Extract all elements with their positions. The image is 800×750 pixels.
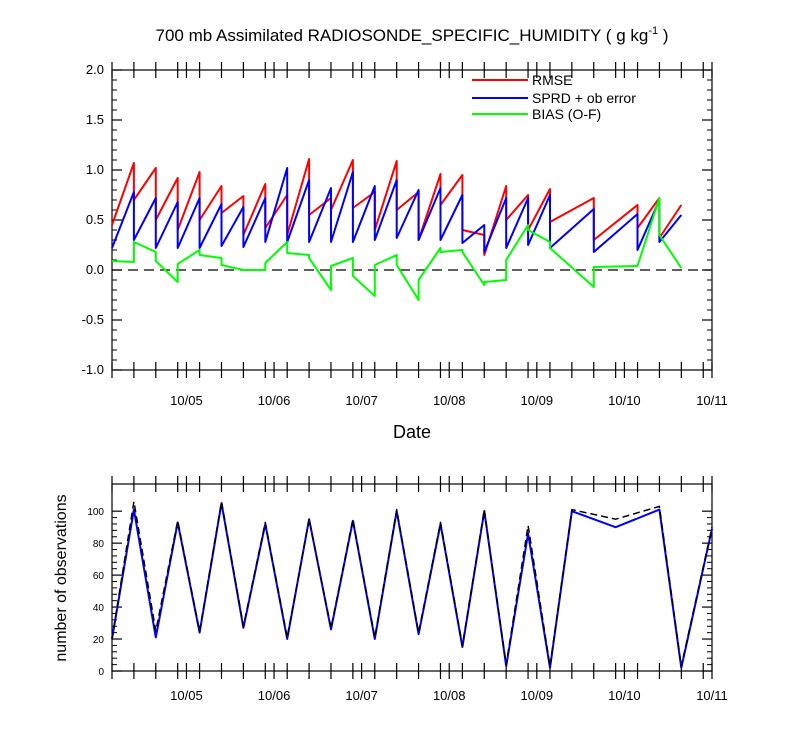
x-tick-label: 10/10 [608, 393, 641, 408]
x-tick-label: 10/05 [170, 393, 203, 408]
bottom-x-axis: 10/05 10/06 10/07 10/08 10/09 10/10 10/11 [111, 476, 728, 703]
y-tick-label: 100 [87, 507, 104, 518]
y-tick-label: -0.5 [82, 312, 104, 327]
y-tick-label: 80 [93, 539, 105, 550]
top-panel: 700 mb Assimilated RADIOSONDE_SPECIFIC_H… [82, 25, 728, 442]
y-tick-label: 0 [98, 667, 104, 678]
x-tick-label: 10/11 [696, 393, 728, 408]
series-line-possible-observations [111, 500, 713, 667]
bottom-series [111, 500, 713, 669]
legend: RMSE SPRD + ob error BIAS (O-F) [472, 72, 636, 122]
top-y-axis: -1.0 -0.5 0.0 0.5 1.0 1.5 2.0 [82, 62, 712, 377]
top-title: 700 mb Assimilated RADIOSONDE_SPECIFIC_H… [156, 25, 669, 45]
top-series [111, 158, 683, 301]
x-tick-label: 10/06 [258, 393, 291, 408]
x-tick-label: 10/07 [345, 393, 378, 408]
y-tick-label: 60 [93, 571, 105, 582]
top-plot-frame [111, 69, 713, 371]
x-tick-label: 10/10 [608, 688, 641, 703]
legend-label-sprd: SPRD + ob error [532, 90, 636, 106]
bottom-y-axis: 0 20 40 60 80 100 [87, 507, 712, 678]
x-tick-label: 10/08 [433, 393, 466, 408]
legend-label-bias: BIAS (O-F) [532, 106, 601, 122]
y-tick-label: 1.0 [86, 162, 104, 177]
series-line-sprd-ob-error [111, 167, 683, 253]
x-tick-label: 10/09 [521, 393, 554, 408]
y-tick-label: 0.5 [86, 212, 104, 227]
y-tick-label: 20 [93, 635, 105, 646]
y-tick-label: 0.0 [86, 262, 104, 277]
bottom-plot-frame [111, 483, 713, 672]
series-line-bias-o-f- [111, 197, 683, 301]
top-x-axis: 10/05 10/06 10/07 10/08 10/09 10/10 10/11 [111, 62, 728, 408]
x-tick-label: 10/09 [521, 688, 554, 703]
bottom-y-axis-title: number of observations [53, 494, 70, 661]
y-tick-label: -1.0 [82, 362, 104, 377]
x-tick-label: 10/06 [258, 688, 291, 703]
x-tick-label: 10/07 [345, 688, 378, 703]
legend-label-rmse: RMSE [532, 72, 572, 88]
y-tick-label: 1.5 [86, 112, 104, 127]
x-axis-title: Date [393, 422, 431, 442]
x-tick-label: 10/05 [170, 688, 203, 703]
y-tick-label: 2.0 [86, 62, 104, 77]
x-tick-label: 10/08 [433, 688, 466, 703]
y-tick-label: 40 [93, 603, 105, 614]
series-line-assimilated-observations [111, 502, 713, 669]
x-tick-label: 10/11 [696, 688, 728, 703]
